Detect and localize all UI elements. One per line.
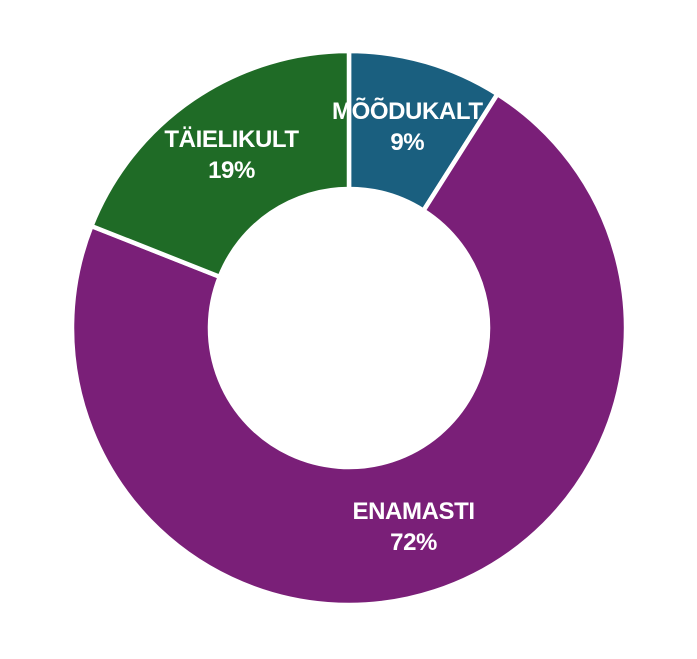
pie-slice-täielikult [89,48,352,280]
pie-slice-enamasti [69,91,629,608]
